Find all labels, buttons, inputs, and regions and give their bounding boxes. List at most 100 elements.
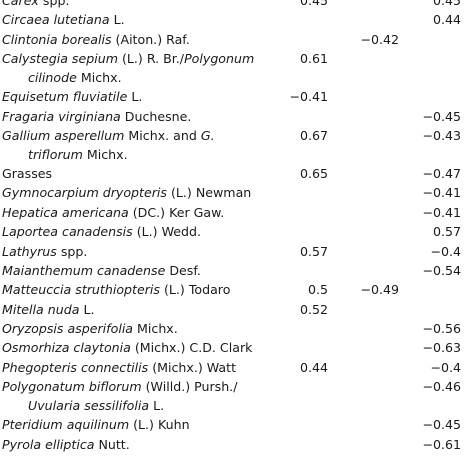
- species-name-text: L.: [149, 398, 165, 414]
- species-name-italic: Laportea canadensis: [2, 224, 133, 240]
- species-line: Mitella nuda L.: [2, 300, 94, 319]
- species-name-italic: Fragaria virginiana: [2, 108, 121, 124]
- value-cell-c1: 0.52: [299, 301, 328, 317]
- value-cell-c3: −0.4: [430, 359, 461, 375]
- species-name-italic: Maianthemum canadense: [2, 262, 166, 278]
- table-row: Phegopteris connectilis (Michx.) Watt 0.4…: [0, 358, 474, 377]
- species-line: Lathyrus spp.: [2, 242, 87, 261]
- value-cell-c1: 0.65: [299, 165, 328, 181]
- table-row: Clintonia borealis (Aiton.) Raf. −0.42: [0, 30, 474, 49]
- table-row: Grasses 0.65 −0.47: [0, 164, 474, 183]
- species-name-italic: Phegopteris connectilis: [2, 359, 149, 375]
- value-cell-c3: −0.46: [422, 379, 461, 395]
- value-cell-c1: 0.44: [299, 359, 328, 375]
- species-line: Circaea lutetiana L.: [2, 10, 125, 29]
- value-cell-c3: −0.63: [422, 340, 461, 356]
- species-cell: Hepatica americana (DC.) Ker Gaw.: [2, 203, 224, 222]
- species-name-text: spp.: [56, 243, 88, 259]
- species-name-text: L.: [127, 89, 143, 105]
- species-name-text: (L.) Kuhn: [129, 417, 190, 433]
- species-name-italic: Circaea lutetiana: [2, 12, 110, 28]
- species-cell: Oryzopsis asperifolia Michx.: [2, 319, 178, 338]
- value-cell-c3: −0.61: [422, 436, 461, 452]
- species-name-text: (Michx.) C.D. Clark: [130, 340, 253, 356]
- species-cell: Fragaria virginiana Duchesne.: [2, 107, 191, 126]
- species-cell: Pyrola elliptica Nutt.: [2, 435, 130, 454]
- species-name-italic: Lathyrus: [2, 243, 57, 259]
- species-line-continued: cilinode Michx.: [2, 68, 254, 87]
- species-name-text: (L.) Newman: [166, 185, 252, 201]
- species-name-text: spp.: [38, 0, 70, 8]
- species-cell: Laportea canadensis (L.) Wedd.: [2, 222, 201, 241]
- value-cell-c1: 0.45: [299, 0, 328, 8]
- species-line: Gallium asperellum Michx. and G.: [2, 126, 215, 145]
- species-name-text: (Willd.) Pursh./: [141, 379, 238, 395]
- species-line-continued: Uvularia sessilifolia L.: [2, 396, 237, 415]
- species-cell: Polygonatum biflorum (Willd.) Pursh./Uvu…: [2, 377, 237, 415]
- species-line: Calystegia sepium (L.) R. Br./Polygonum: [2, 49, 254, 68]
- species-cell: Grasses: [2, 164, 52, 183]
- species-line: Matteuccia struthiopteris (L.) Todaro: [2, 280, 230, 299]
- table-row: Maianthemum canadense Desf. −0.54: [0, 261, 474, 280]
- species-name-text: Desf.: [165, 262, 201, 278]
- species-correlation-table: Carex spp. 0.45 0.45 Circaea lutetiana L. 0.…: [0, 0, 474, 454]
- table-row: Laportea canadensis (L.) Wedd. 0.57: [0, 222, 474, 241]
- species-name-text: Duchesne.: [120, 108, 192, 124]
- table-row: Calystegia sepium (L.) R. Br./Polygonum c…: [0, 49, 474, 87]
- value-cell-c3: 0.45: [432, 0, 461, 8]
- value-cell-c1: 0.61: [299, 51, 328, 67]
- species-line: Pyrola elliptica Nutt.: [2, 435, 130, 454]
- value-cell-c3: 0.44: [432, 12, 461, 28]
- value-cell-c1: 0.57: [299, 243, 328, 259]
- table-row: Fragaria virginiana Duchesne. −0.45: [0, 107, 474, 126]
- species-name-text: (DC.) Ker Gaw.: [128, 204, 225, 220]
- species-line: Fragaria virginiana Duchesne.: [2, 107, 191, 126]
- species-line: Polygonatum biflorum (Willd.) Pursh./: [2, 377, 237, 396]
- species-cell: Calystegia sepium (L.) R. Br./Polygonum c…: [2, 49, 254, 87]
- species-line: Oryzopsis asperifolia Michx.: [2, 319, 178, 338]
- value-cell-c3: −0.56: [422, 321, 461, 337]
- species-name-italic: Uvularia sessilifolia: [28, 398, 150, 414]
- species-cell: Mitella nuda L.: [2, 300, 94, 319]
- species-cell: Clintonia borealis (Aiton.) Raf.: [2, 30, 190, 49]
- value-cell-c1: 0.5: [307, 282, 328, 298]
- value-cell-c3: −0.41: [422, 185, 461, 201]
- species-cell: Phegopteris connectilis (Michx.) Watt: [2, 358, 236, 377]
- species-line: Clintonia borealis (Aiton.) Raf.: [2, 30, 190, 49]
- species-name-text: L.: [109, 12, 125, 28]
- species-name-text: Michx.: [133, 321, 178, 337]
- value-cell-c3: −0.43: [422, 127, 461, 143]
- species-cell: Gallium asperellum Michx. and G. trifloru…: [2, 126, 215, 164]
- species-line: Phegopteris connectilis (Michx.) Watt: [2, 358, 236, 377]
- species-cell: Equisetum fluviatile L.: [2, 87, 142, 106]
- table-row: Lathyrus spp. 0.57 −0.4: [0, 242, 474, 261]
- species-name-italic: cilinode: [28, 70, 77, 86]
- value-cell-c3: −0.41: [422, 204, 461, 220]
- species-line: Gymnocarpium dryopteris (L.) Newman: [2, 183, 251, 202]
- table-row: Oryzopsis asperifolia Michx. −0.56: [0, 319, 474, 338]
- species-name-italic: Pteridium aquilinum: [2, 417, 130, 433]
- species-name-text: (L.) R. Br./: [117, 51, 185, 67]
- species-line: Laportea canadensis (L.) Wedd.: [2, 222, 201, 241]
- table-row: Gallium asperellum Michx. and G. trifloru…: [0, 126, 474, 164]
- species-cell: Matteuccia struthiopteris (L.) Todaro: [2, 280, 230, 299]
- value-cell-c3: −0.54: [422, 262, 461, 278]
- value-cell-c3: −0.4: [430, 243, 461, 259]
- species-name-italic: Gymnocarpium dryopteris: [2, 185, 167, 201]
- table-row: Pyrola elliptica Nutt. −0.61: [0, 435, 474, 454]
- species-line: Carex spp.: [2, 0, 69, 10]
- table-row: Circaea lutetiana L. 0.44: [0, 10, 474, 29]
- species-name-text: (L.) Todaro: [159, 282, 231, 298]
- species-name-italic: Polygonum: [184, 51, 255, 67]
- species-name-text: Nutt.: [94, 436, 130, 452]
- species-cell: Pteridium aquilinum (L.) Kuhn: [2, 415, 190, 434]
- species-name-italic: Polygonatum biflorum: [2, 379, 142, 395]
- table-row: Osmorhiza claytonia (Michx.) C.D. Clark −…: [0, 338, 474, 357]
- species-cell: Maianthemum canadense Desf.: [2, 261, 201, 280]
- table-row: Carex spp. 0.45 0.45: [0, 0, 474, 10]
- species-name-text: (L.) Wedd.: [132, 224, 202, 240]
- species-name-text: Michx.: [82, 146, 128, 162]
- species-line: Hepatica americana (DC.) Ker Gaw.: [2, 203, 224, 222]
- species-cell: Gymnocarpium dryopteris (L.) Newman: [2, 183, 251, 202]
- table-row: Equisetum fluviatile L. −0.41: [0, 87, 474, 106]
